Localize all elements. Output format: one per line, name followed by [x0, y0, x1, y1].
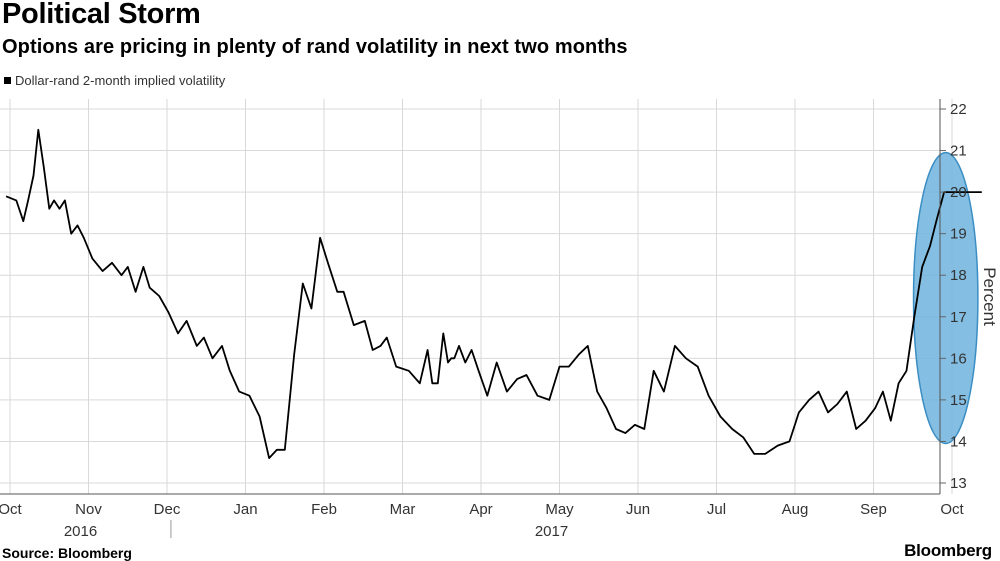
- y-tick-label: 13: [950, 475, 967, 492]
- x-tick-label: Jun: [626, 501, 650, 518]
- y-tick-label: 20: [950, 184, 967, 201]
- y-tick-label: 16: [950, 350, 967, 367]
- grid: [0, 99, 952, 494]
- x-tick-label: Dec: [154, 501, 181, 518]
- x-tick-label: Sep: [860, 501, 887, 518]
- x-tick-label: Feb: [311, 501, 337, 518]
- series-layer: [6, 130, 982, 458]
- source-note: Source: Bloomberg: [2, 545, 132, 561]
- y-tick-label: 17: [950, 309, 967, 326]
- y-tick-label: 14: [950, 433, 967, 450]
- year-label: 2017: [535, 523, 568, 540]
- y-tick-label: 15: [950, 392, 967, 409]
- x-tick-label: Nov: [75, 501, 102, 518]
- y-tick-label: 18: [950, 267, 967, 284]
- y-tick-label: 22: [950, 101, 967, 118]
- x-tick-label: Jan: [233, 501, 257, 518]
- x-tick-label: Aug: [782, 501, 809, 518]
- x-tick-label: Oct: [940, 501, 964, 518]
- x-tick-label: Apr: [469, 501, 492, 518]
- brand-logo: Bloomberg: [904, 541, 992, 561]
- year-label: 2016: [64, 523, 97, 540]
- axes: 13 14 15 16 17 18 19 20 21 22 Oct Nov Dec Jan Feb Mar Ap…: [0, 99, 999, 540]
- x-tick-label: Jul: [707, 501, 726, 518]
- y-tick-label: 21: [950, 143, 967, 160]
- x-tick-label: May: [545, 501, 574, 518]
- y-tick-label: 19: [950, 226, 967, 243]
- series-line: [6, 130, 982, 458]
- y-axis-title: Percent: [980, 267, 999, 326]
- x-tick-label: Oct: [0, 501, 22, 518]
- x-tick-label: Mar: [390, 501, 416, 518]
